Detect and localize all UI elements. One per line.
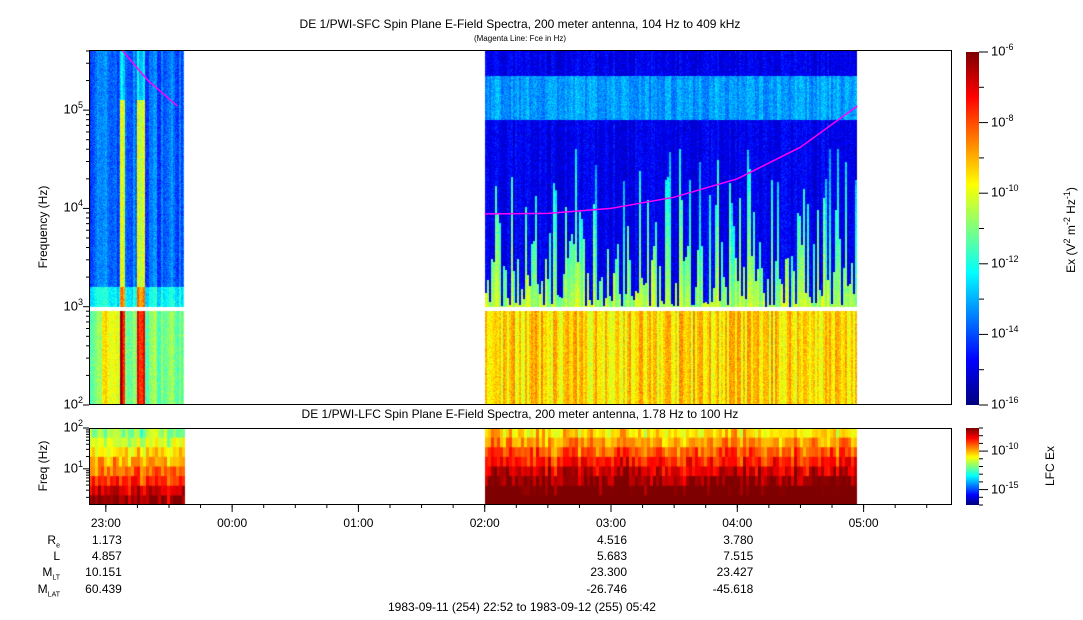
lfc-colorbar-tick-label: 10-15 [991,480,1018,496]
tick-exponent: -10 [1005,441,1019,452]
ephemeris-label: MLAT [38,582,60,598]
lfc-colorbar-label: LFC Ex [1043,446,1057,487]
ephemeris-label: Re [47,533,60,549]
ephemeris-value: 5.683 [596,549,628,563]
ephemeris-value: 3.780 [723,533,754,547]
cb-label-part: -1 [1062,191,1072,200]
ephemeris-value: -26.746 [586,582,628,596]
x-tick-label: 01:00 [343,516,374,530]
ephemeris-label-sub: LT [52,574,60,582]
sfc-plot-frame [89,50,952,405]
tick-exponent: -10 [1005,183,1019,194]
x-tick-label: 05:00 [848,516,879,530]
lfc-title: DE 1/PWI-LFC Spin Plane E-Field Spectra,… [301,407,739,421]
tick-exponent: -15 [1005,479,1019,490]
tick-base: 10 [991,442,1006,458]
x-tick-label: 00:00 [217,516,248,530]
ephemeris-value: 4.857 [91,549,122,563]
lfc-y-tick-label: 101 [63,458,83,476]
ephemeris-label: L [53,549,60,565]
ephemeris-value: 10.151 [85,565,122,579]
tick-exponent: 2 [77,418,83,428]
sfc-colorbar-label: Ex (V2 m-2 Hz-1) [1062,140,1078,320]
sfc-y-tick-label: 102 [63,395,83,412]
tick-exponent: -6 [1005,42,1014,52]
lfc-y-tick-label: 102 [63,418,83,435]
tick-base: 10 [991,43,1006,59]
ephemeris-label: MLT [42,565,60,581]
sfc-spectrogram [89,50,952,405]
sfc-colorbar [966,52,979,405]
tick-exponent: -14 [1005,324,1019,335]
tick-exponent: 1 [77,458,83,469]
sfc-subtitle: (Magenta Line: Fce in Hz) [473,34,567,43]
tick-base: 10 [991,396,1006,412]
tick-base: 10 [991,325,1006,341]
sfc-y-tick-label: 104 [63,198,83,215]
sfc-title: DE 1/PWI-SFC Spin Plane E-Field Spectra,… [299,17,741,31]
tick-exponent: -12 [1005,253,1019,264]
cb-label-part: 2 [1062,238,1072,244]
tick-base: 10 [991,480,1006,496]
ephemeris-label-sub: LAT [47,591,60,599]
tick-exponent: -8 [1005,112,1014,123]
fce-line [122,50,178,107]
tick-base: 10 [991,113,1006,129]
ephemeris-label-main: R [47,533,57,547]
tick-exponent: -16 [1005,395,1019,405]
x-tick-label: 03:00 [595,516,627,530]
ephemeris-label-main: M [37,582,48,596]
lfc-colorbar [966,428,979,505]
tick-exponent: 2 [77,395,83,405]
lfc-colorbar-tick-label: 10-10 [991,441,1018,457]
ephemeris-label-sub: e [56,542,60,550]
sfc-colorbar-tick-label: 10-8 [991,113,1013,129]
ephemeris-value: 4.516 [596,533,628,547]
ephemeris-label-main: M [42,565,53,579]
ephemeris-value: 23.300 [590,565,628,579]
sfc-colorbar-tick-label: 10-10 [991,183,1018,199]
tick-exponent: 3 [77,296,83,307]
cb-label-part: m [1064,225,1078,239]
ephemeris-value: 23.427 [716,565,754,579]
tick-base: 10 [991,184,1006,200]
lfc-plot-frame [89,428,952,505]
date-range: 1983-09-11 (254) 22:52 to 1983-09-12 (25… [388,600,656,614]
x-tick-label: 02:00 [469,516,500,530]
tick-exponent: 4 [77,198,83,209]
ephemeris-label-main: L [53,549,60,563]
cb-label-part: -2 [1062,217,1072,226]
sfc-colorbar-tick-label: 10-12 [991,254,1018,270]
x-tick-label: 04:00 [722,516,753,530]
sfc-y-tick-label: 103 [63,296,83,314]
fce-line [484,105,858,215]
cb-label-part: Ex (V [1064,243,1078,273]
ephemeris-value: 1.173 [91,533,122,547]
ephemeris-value: -45.618 [712,582,754,596]
tick-base: 10 [991,255,1006,271]
x-tick-label: 23:00 [90,516,121,530]
cb-label-part: ) [1064,187,1078,192]
cb-label-part: Hz [1064,199,1078,218]
tick-exponent: 5 [77,100,83,111]
sfc-colorbar-tick-label: 10-14 [991,324,1018,340]
sfc-y-tick-label: 105 [63,100,83,117]
sfc-colorbar-tick-label: 10-6 [991,42,1013,58]
lfc-spectrogram [89,428,952,505]
ephemeris-value: 7.515 [723,549,754,563]
sfc-colorbar-tick-label: 10-16 [991,395,1018,411]
ephemeris-value: 60.439 [85,582,122,596]
